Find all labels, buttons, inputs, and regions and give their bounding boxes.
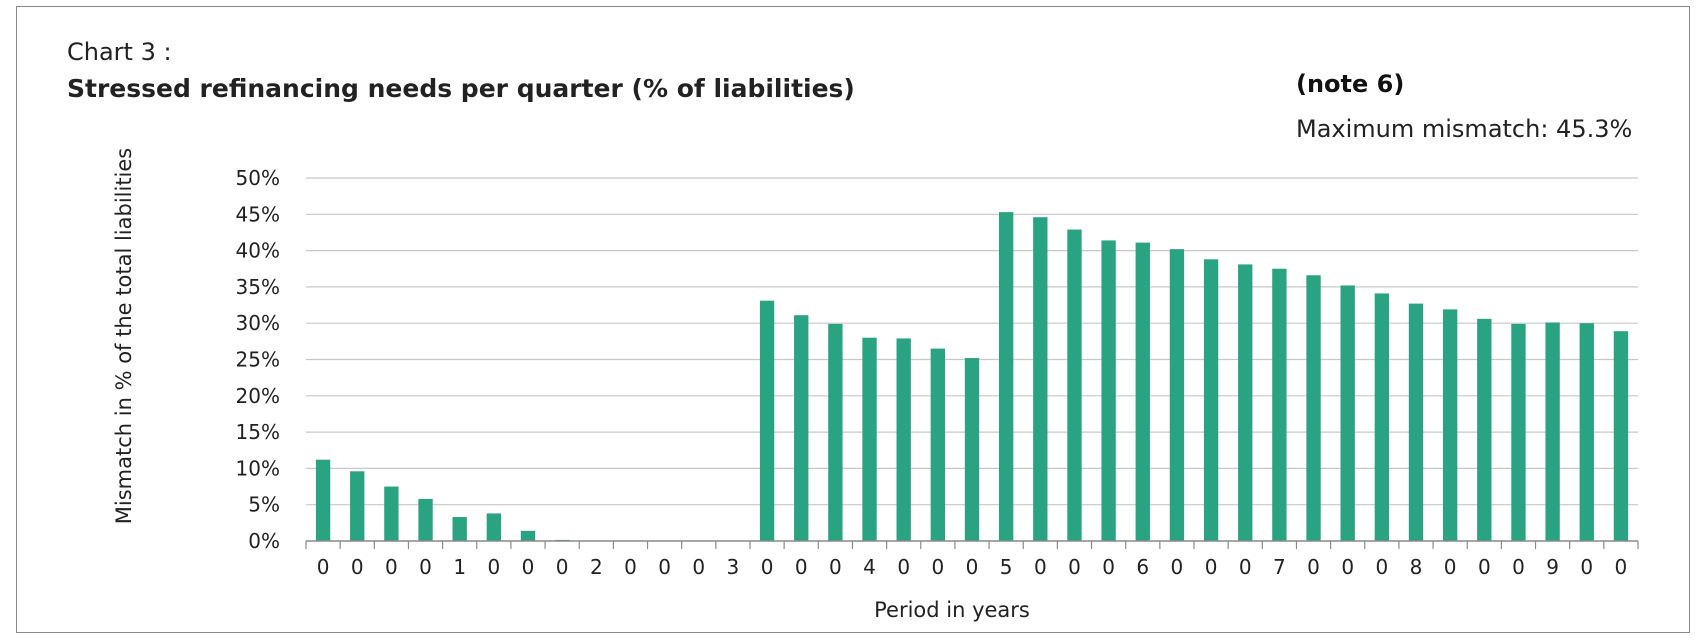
bar (315, 459, 331, 541)
x-tick-label: 0 (1307, 555, 1320, 579)
x-tick-label: 2 (590, 555, 603, 579)
y-axis-title: Mismatch in % of the total liabilities (112, 148, 136, 524)
y-tick-label: 0% (248, 529, 280, 553)
x-tick-label: 3 (727, 555, 740, 579)
bar (520, 530, 536, 541)
x-tick-label: 0 (1580, 555, 1593, 579)
bar (1613, 331, 1629, 541)
bar (1545, 322, 1560, 541)
x-tick-label: 0 (317, 555, 330, 579)
x-tick-label: 0 (761, 555, 774, 579)
y-tick-label: 10% (236, 456, 280, 480)
x-tick-label: 0 (351, 555, 364, 579)
bar (1477, 318, 1492, 541)
y-tick-label: 15% (236, 420, 280, 444)
x-tick-label: 5 (1000, 555, 1013, 579)
x-tick-label: 0 (1034, 555, 1047, 579)
x-tick-label: 6 (1136, 555, 1149, 579)
bar (452, 517, 467, 541)
bar (862, 337, 877, 541)
bar (1169, 249, 1185, 541)
bar (350, 471, 365, 541)
x-tick-label: 0 (658, 555, 671, 579)
bar (1101, 240, 1116, 541)
x-tick-label: 7 (1273, 555, 1286, 579)
x-tick-label: 0 (522, 555, 535, 579)
bar (1511, 323, 1526, 541)
x-tick-label: 0 (1205, 555, 1218, 579)
bar (1408, 303, 1424, 541)
x-tick-label: 0 (1444, 555, 1457, 579)
bar (1272, 268, 1287, 541)
bar (1340, 285, 1355, 541)
y-tick-label: 45% (236, 202, 280, 226)
bar (759, 300, 775, 541)
bar (896, 338, 911, 541)
y-tick-label: 35% (236, 275, 280, 299)
bars (315, 212, 1629, 542)
y-tick-label: 40% (236, 239, 280, 263)
x-tick-label: 0 (624, 555, 637, 579)
x-tick-label: 4 (863, 555, 876, 579)
bar (1033, 217, 1048, 542)
chart-label: Chart 3 : (67, 38, 172, 66)
x-tick-label: 0 (897, 555, 910, 579)
x-tick-label: 0 (1375, 555, 1388, 579)
x-tick-label: 0 (1615, 555, 1628, 579)
bar (930, 348, 946, 541)
x-axis-title: Period in years (874, 598, 1030, 622)
x-tick-label: 0 (1171, 555, 1184, 579)
x-tick-label: 0 (1478, 555, 1491, 579)
bar (486, 513, 502, 541)
max-mismatch-label: Maximum mismatch: 45.3% (1296, 115, 1633, 143)
bar (1135, 242, 1150, 541)
bar (1442, 309, 1458, 541)
x-tick-label: 0 (692, 555, 705, 579)
bar (1306, 275, 1321, 541)
bar (964, 358, 980, 541)
y-tick-label: 30% (236, 311, 280, 335)
x-tick-label: 0 (829, 555, 842, 579)
bar (418, 498, 433, 541)
bar (1067, 229, 1082, 541)
x-tick-label: 8 (1410, 555, 1423, 579)
y-tick-label: 50% (236, 166, 280, 190)
x-tick-label: 0 (931, 555, 944, 579)
x-tick-label: 0 (487, 555, 500, 579)
x-tick-label: 9 (1546, 555, 1559, 579)
bar (794, 315, 809, 541)
bar (1579, 323, 1594, 541)
bar (1203, 259, 1219, 541)
x-tick-label: 0 (385, 555, 398, 579)
bar (998, 212, 1014, 541)
bar (1374, 293, 1390, 541)
x-tick-label: 0 (1239, 555, 1252, 579)
x-tick-label: 0 (966, 555, 979, 579)
bar (828, 323, 843, 541)
x-tick-label: 0 (795, 555, 808, 579)
x-tick-label: 0 (1068, 555, 1081, 579)
y-tick-label: 20% (236, 384, 280, 408)
x-tick-label: 1 (453, 555, 466, 579)
note-label: (note 6) (1296, 70, 1405, 98)
bar (1238, 264, 1253, 541)
y-tick-label: 25% (236, 348, 280, 372)
x-tick-label: 0 (556, 555, 569, 579)
x-tick-label: 0 (1512, 555, 1525, 579)
x-tick-label: 0 (1341, 555, 1354, 579)
x-tick-label: 0 (1102, 555, 1115, 579)
chart-title: Stressed refinancing needs per quarter (… (67, 74, 855, 103)
axes: 0%5%10%15%20%25%30%35%40%45%50%0 0 0 0 1 0 0 0 2… (236, 166, 1639, 579)
x-tick-label: 0 (419, 555, 432, 579)
y-tick-label: 5% (248, 493, 280, 517)
bar (384, 486, 399, 541)
